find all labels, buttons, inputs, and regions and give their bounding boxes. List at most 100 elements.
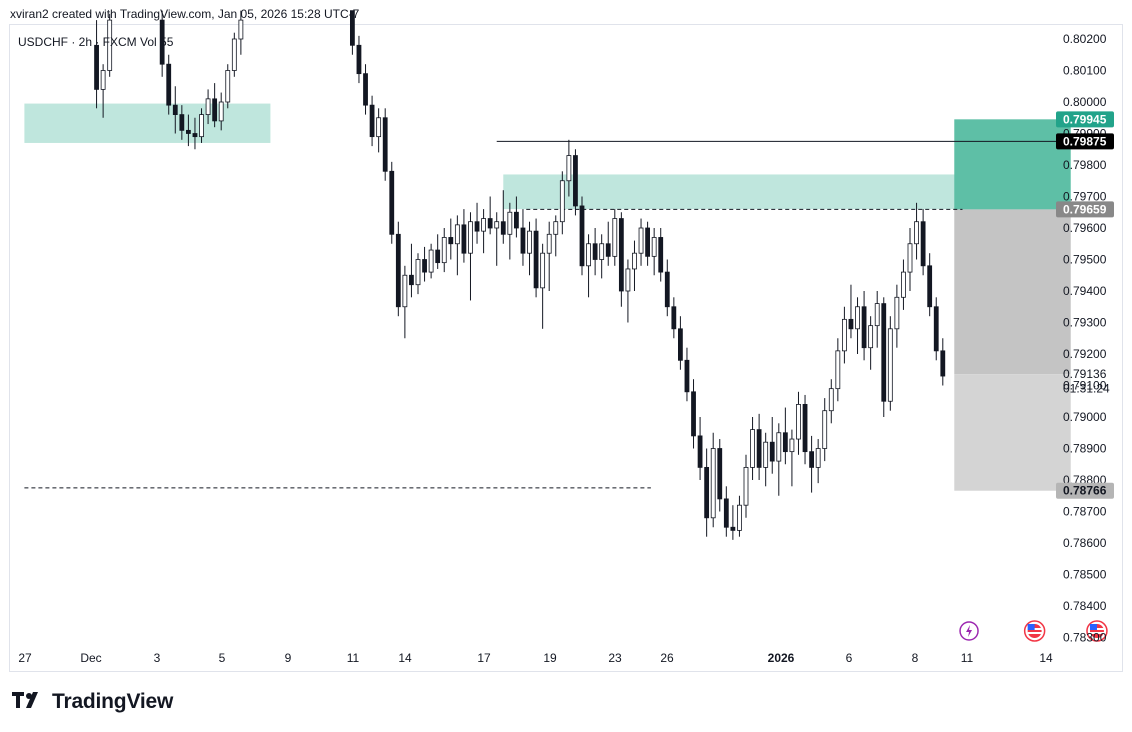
price-label-lightgray: 0.78766 [1056, 482, 1114, 499]
price-label-black: 0.79875 [1056, 133, 1114, 150]
candle-body [697, 435, 703, 468]
candle [441, 228, 447, 273]
candle [586, 234, 591, 298]
candle [599, 234, 605, 279]
price-label-gray: 0.79659 [1056, 201, 1114, 218]
candle-body [461, 224, 467, 254]
long-position-tool [954, 119, 1071, 491]
event-markers [959, 620, 1108, 642]
candle-body [605, 243, 611, 257]
candle [802, 394, 808, 465]
candle [369, 95, 375, 147]
candle-body [553, 221, 559, 235]
tradingview-logo[interactable]: TradingView [12, 690, 173, 714]
price-tick-label: 0.78500 [1063, 568, 1107, 582]
candle-body [494, 221, 500, 229]
candle [514, 196, 519, 238]
price-tick-label: 0.79600 [1063, 221, 1107, 235]
supply-zones [24, 103, 963, 210]
candle-body [409, 274, 414, 286]
candle-body [874, 303, 880, 327]
candle [579, 196, 585, 276]
candle-body [887, 328, 893, 402]
candle [645, 221, 650, 266]
candle [763, 432, 769, 487]
candle-body [107, 19, 113, 71]
candle [382, 108, 388, 181]
price-label-box [1056, 482, 1114, 499]
candle-body [842, 318, 847, 352]
candle-body [901, 271, 906, 298]
candle-body [349, 10, 355, 46]
price-tick-label: 0.80000 [1063, 95, 1107, 109]
us-flag-stripe [1089, 632, 1104, 634]
candle-body [684, 359, 690, 393]
candle [710, 432, 716, 528]
candle [894, 284, 900, 348]
candle [107, 13, 113, 77]
candle-body [592, 243, 598, 260]
candle [468, 212, 473, 301]
candle [172, 86, 178, 134]
candle [809, 435, 814, 493]
candle-body [796, 403, 801, 440]
candle-body [855, 306, 860, 330]
candle-body [520, 227, 526, 254]
price-tick-label: 0.79500 [1063, 253, 1107, 267]
candle-body [435, 249, 441, 264]
price-label-plain: 0.79136 [1063, 367, 1107, 381]
candle [428, 243, 434, 279]
tradingview-logo-icon [12, 692, 38, 708]
candle-body [356, 44, 362, 75]
candle [435, 234, 441, 269]
candle-body [822, 410, 828, 449]
candle [835, 338, 841, 402]
candle-body [369, 104, 375, 138]
candle [448, 218, 454, 260]
candle-body [750, 429, 755, 468]
candle-body [835, 350, 841, 390]
candle-body [481, 218, 487, 232]
candle [100, 64, 106, 118]
candle [199, 108, 204, 143]
price-tick-label: 0.78900 [1063, 442, 1107, 456]
candle [822, 398, 828, 462]
candle [933, 297, 939, 361]
candle [363, 64, 368, 115]
candle-body [907, 243, 913, 273]
candle-body [691, 391, 696, 437]
time-tick-label: 27 [18, 651, 32, 665]
candle-body [468, 221, 473, 254]
candle-body [579, 205, 585, 267]
candle-body [848, 318, 854, 330]
symbol-legend: USDCHF · 2h · FXCM Vol 55 [18, 35, 174, 49]
time-tick-label: 14 [1039, 651, 1053, 665]
time-tick-label: 17 [477, 651, 491, 665]
price-label-text: 0.78766 [1063, 484, 1107, 498]
candle [848, 284, 854, 339]
lightning-icon [959, 621, 979, 641]
candle-body [763, 441, 769, 468]
candle-body [225, 70, 231, 103]
price-label-box [1056, 111, 1114, 128]
candle-body [651, 237, 657, 257]
us-flag-canton [1027, 624, 1035, 630]
candle [231, 32, 237, 77]
time-tick-label: 2026 [768, 651, 795, 665]
candle-body [586, 243, 591, 267]
candle [376, 108, 382, 153]
candle [559, 171, 565, 235]
time-tick-label: 11 [961, 651, 974, 665]
us-flag-icon [1086, 620, 1108, 642]
tradingview-brand-text: TradingView [52, 690, 174, 713]
candle [520, 209, 526, 266]
candle-body [527, 230, 532, 254]
candle-body [638, 227, 644, 254]
candle [796, 391, 801, 455]
candle-body [514, 211, 519, 229]
candle-body [678, 328, 683, 361]
candle-body [500, 221, 506, 235]
candle-body [389, 170, 395, 235]
candle-body [717, 448, 723, 500]
